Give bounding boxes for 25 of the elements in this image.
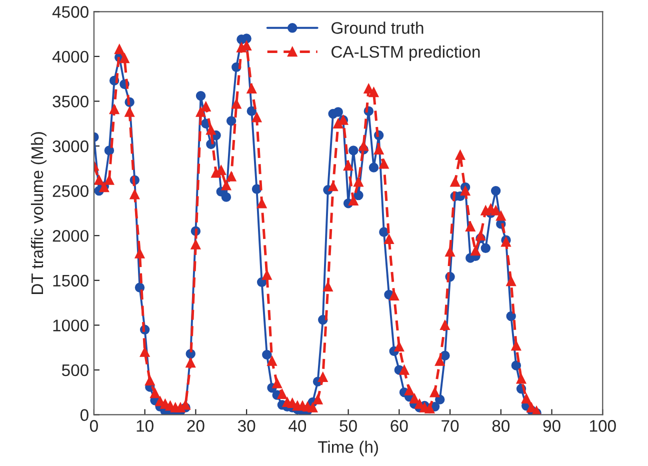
y-axis-title: DT traffic volume (Mb) [30, 132, 46, 294]
y-tick-label: 1500 [53, 274, 88, 287]
legend-label: Ground truth [332, 22, 424, 34]
y-tick-label: 4000 [52, 50, 88, 63]
x-tick-label: 50 [340, 420, 357, 432]
x-axis-title: Time (h) [318, 440, 378, 456]
x-tick-label: 60 [390, 420, 408, 432]
legend-label: CA-LSTM prediction [332, 46, 480, 62]
x-tick-label: 30 [238, 420, 256, 432]
x-tick-label: 80 [492, 420, 510, 432]
y-tick-label: 2500 [52, 185, 88, 198]
x-tick-label: 20 [187, 420, 204, 432]
y-tick-label: 4500 [52, 6, 88, 18]
x-tick-label: 10 [136, 420, 154, 432]
y-tick-label: 500 [62, 364, 88, 376]
x-tick-label: 0 [90, 420, 98, 432]
y-tick-label: 1000 [53, 320, 88, 332]
x-tick-label: 90 [543, 420, 560, 432]
y-tick-label: 0 [80, 409, 88, 421]
x-tick-label: 40 [288, 420, 306, 432]
y-tick-label: 3500 [52, 96, 88, 108]
y-tick-label: 2000 [52, 230, 88, 242]
x-tick-label: 100 [590, 420, 616, 432]
x-tick-label: 70 [442, 420, 459, 432]
y-tick-label: 3000 [52, 140, 88, 152]
